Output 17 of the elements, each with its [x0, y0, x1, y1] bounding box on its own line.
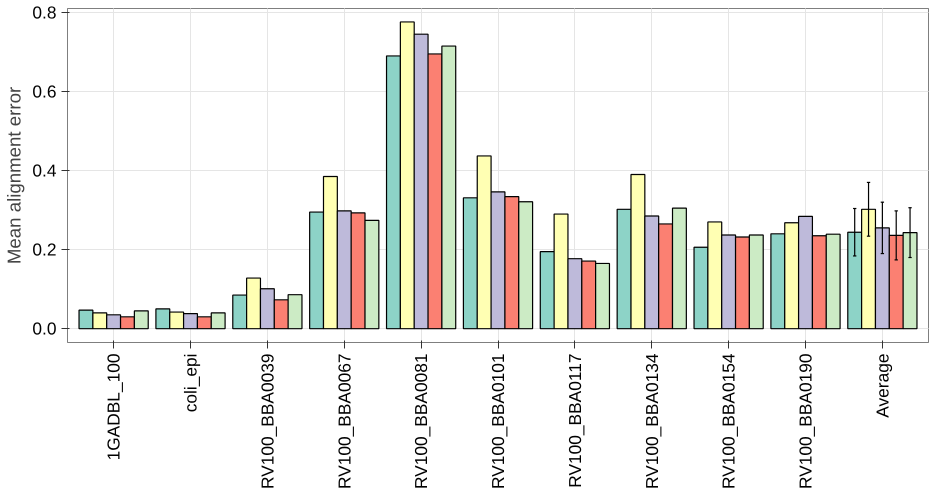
y-tick-label: 0.2 — [32, 240, 57, 260]
x-tick-label: RV100_BBA0101 — [488, 353, 508, 490]
x-tick-label: RV100_BBA0190 — [796, 353, 816, 490]
x-tick-label: RV100_BBA0134 — [642, 353, 662, 490]
x-tick-label: coli_epi — [180, 353, 200, 412]
y-tick-label: 0.4 — [32, 160, 57, 181]
x-tick-label: RV100_BBA0081 — [411, 353, 432, 490]
x-tick-label: RV100_BBA0067 — [334, 353, 354, 490]
x-tick-label: RV100_BBA0154 — [718, 353, 739, 490]
y-axis-title: Mean alignment error — [3, 86, 24, 264]
x-tick-label: 1GADBL_100 — [104, 353, 124, 460]
x-tick-label: Average — [872, 353, 892, 418]
y-tick-label: 0.8 — [32, 2, 57, 22]
y-tick-label: 0.0 — [32, 318, 57, 339]
y-tick-label: 0.6 — [32, 82, 57, 102]
x-tick-label: RV100_BBA0039 — [257, 353, 278, 490]
x-tick-label: RV100_BBA0117 — [564, 353, 585, 488]
